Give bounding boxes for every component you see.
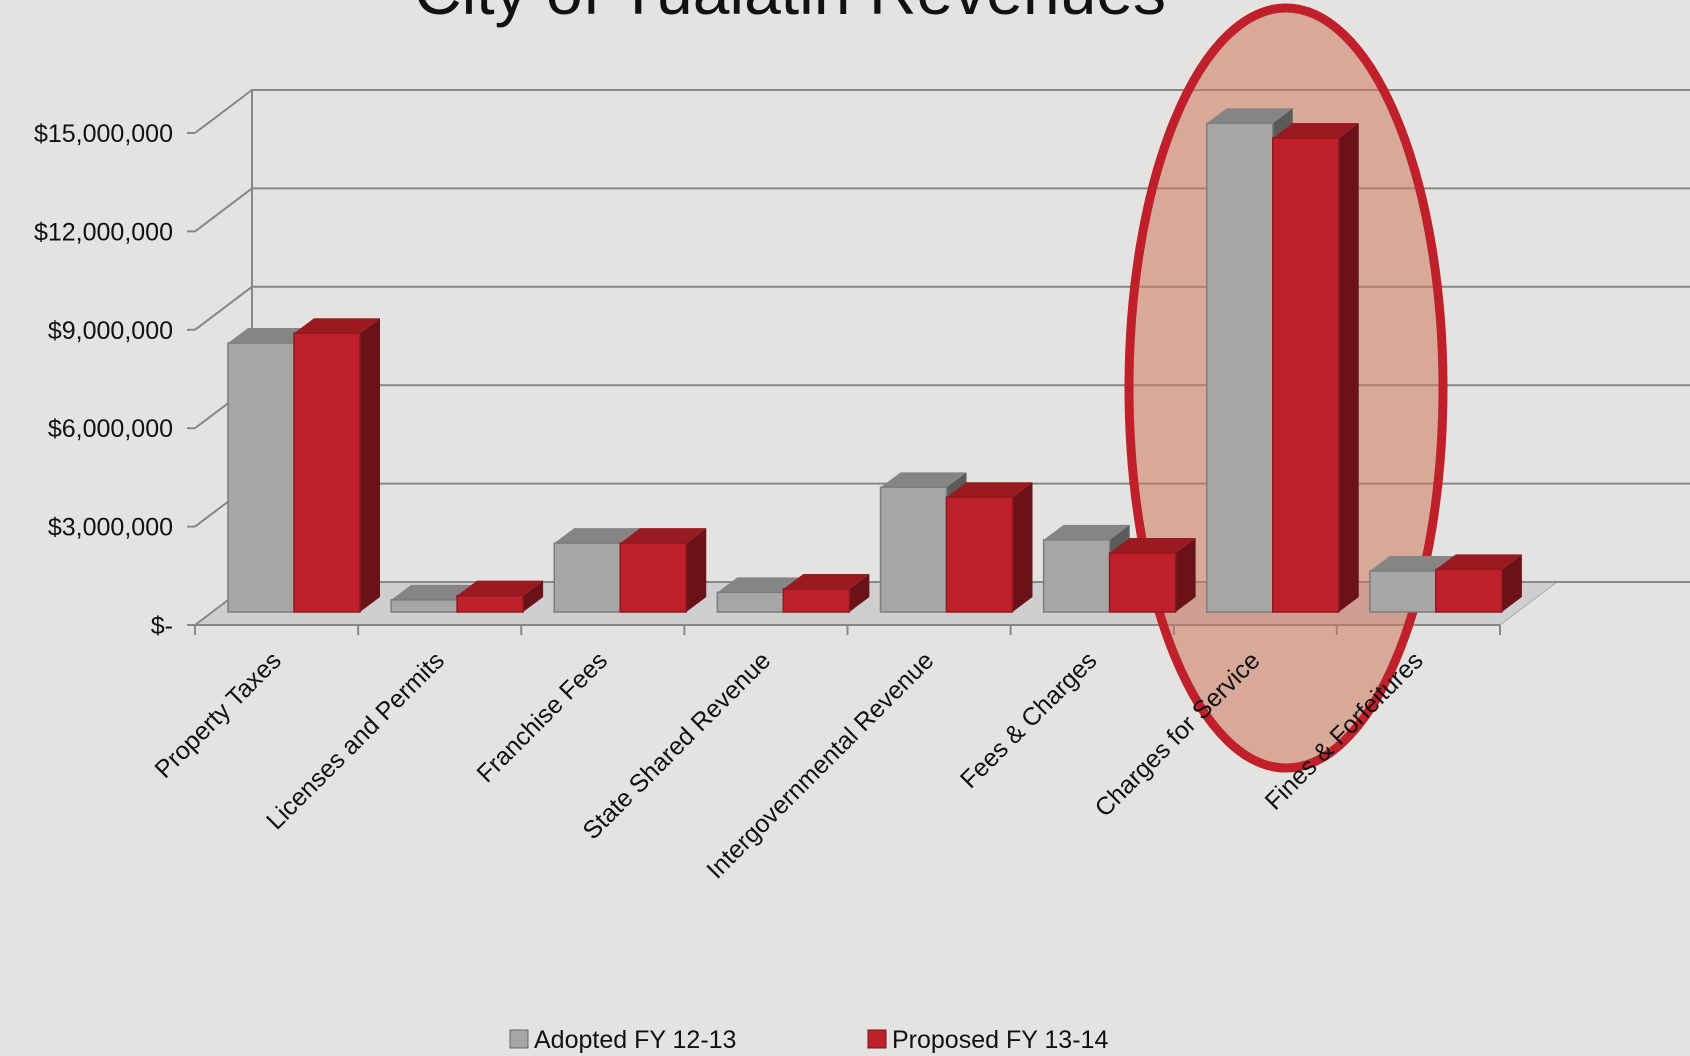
bar xyxy=(1435,554,1522,613)
x-tick-label: Licenses and Permits xyxy=(261,646,450,835)
bar-face xyxy=(783,574,870,590)
grid-line xyxy=(194,187,1690,233)
bar-face xyxy=(620,528,707,544)
bar-face xyxy=(686,528,707,612)
bar-face xyxy=(523,580,544,612)
bar-face xyxy=(717,577,804,593)
legend-label: Adopted FY 12-13 xyxy=(534,1026,736,1054)
y-tick-label: $6,000,000 xyxy=(48,415,173,443)
bar-face xyxy=(945,496,1014,613)
bar-face xyxy=(1272,137,1340,613)
bar-face xyxy=(391,584,478,600)
bar xyxy=(1108,537,1196,613)
y-tick-label: $- xyxy=(151,612,173,640)
bar xyxy=(782,574,870,613)
bar-face xyxy=(457,580,544,596)
bar-face xyxy=(1272,123,1359,139)
bar-face xyxy=(1175,537,1196,612)
bar-face xyxy=(1109,537,1196,553)
bar xyxy=(293,318,380,613)
x-tick-label: Fees & Charges xyxy=(955,646,1103,794)
bar-face xyxy=(1501,554,1522,612)
legend-swatch xyxy=(509,1029,529,1049)
bar-face xyxy=(619,542,687,613)
bar xyxy=(619,528,707,613)
bar-face xyxy=(1043,524,1130,540)
grid-line xyxy=(194,285,1690,331)
legend-swatch xyxy=(867,1029,887,1049)
bar-face xyxy=(553,542,621,613)
legend-label: Proposed FY 13-14 xyxy=(892,1026,1108,1054)
grid-line xyxy=(194,384,1690,429)
bar-face xyxy=(390,599,458,613)
x-tick-label: Property Taxes xyxy=(149,646,286,783)
bar-face xyxy=(554,528,641,544)
bar xyxy=(1042,524,1130,613)
x-tick-label: State Shared Revenue xyxy=(578,646,777,845)
bar-face xyxy=(782,588,851,613)
bar-face xyxy=(294,318,380,334)
bar-face xyxy=(293,332,361,613)
bar xyxy=(1272,123,1359,613)
bar-face xyxy=(1369,570,1437,613)
bar-face xyxy=(1435,568,1503,613)
grid-line xyxy=(194,89,1690,134)
bar-face xyxy=(880,472,967,488)
bar-face xyxy=(1206,122,1274,613)
bar-face xyxy=(879,486,948,613)
bar-face xyxy=(228,328,314,344)
bar-face xyxy=(1369,556,1456,571)
bar-face xyxy=(849,574,870,612)
bar-face xyxy=(1206,108,1293,124)
bar-face xyxy=(946,482,1033,498)
y-tick-label: $15,000,000 xyxy=(34,120,173,148)
bar-face xyxy=(227,342,295,613)
bar-face xyxy=(1012,482,1033,612)
y-tick-label: $9,000,000 xyxy=(48,317,173,345)
bar-face xyxy=(360,318,380,612)
chart-title: City of Tualatin Revenues xyxy=(414,0,1166,28)
bar-face xyxy=(1338,123,1359,612)
bar xyxy=(945,482,1033,613)
x-tick-label: Franchise Fees xyxy=(471,646,613,788)
bar-face xyxy=(1435,554,1522,570)
bar-face xyxy=(1108,552,1177,613)
bar-face xyxy=(456,594,524,613)
bar-face xyxy=(716,591,785,613)
y-tick-label: $12,000,000 xyxy=(34,218,173,246)
y-tick-label: $3,000,000 xyxy=(48,514,173,542)
bar xyxy=(456,580,544,613)
bar-face xyxy=(1042,539,1111,613)
